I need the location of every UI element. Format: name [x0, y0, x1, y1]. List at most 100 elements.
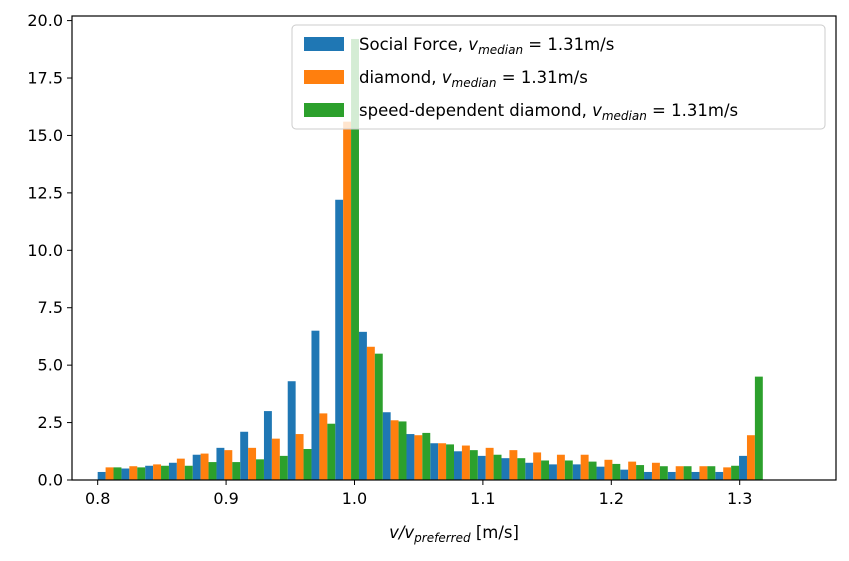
bar-speed-dependent-diamond-17	[517, 458, 526, 480]
bar-speed-dependent-diamond-8	[303, 448, 312, 480]
bar-diamond-3	[176, 458, 185, 480]
bar-social-force-1	[121, 468, 130, 480]
x-axis-label: v/vpreferred [m/s]	[389, 523, 519, 545]
y-tick-label: 17.5	[27, 69, 63, 88]
bar-diamond-7	[271, 438, 280, 480]
bar-diamond-14	[438, 443, 447, 480]
bar-diamond-6	[248, 447, 257, 480]
bar-social-force-0	[97, 471, 106, 480]
bar-speed-dependent-diamond-27	[754, 376, 763, 480]
bar-speed-dependent-diamond-26	[731, 465, 740, 480]
bar-diamond-21	[604, 459, 613, 480]
bar-social-force-7	[263, 411, 272, 480]
bar-social-force-6	[240, 431, 249, 480]
x-tick-label: 1.0	[342, 489, 367, 508]
bar-social-force-23	[644, 471, 652, 480]
bar-speed-dependent-diamond-24	[683, 466, 692, 480]
bar-diamond-8	[295, 434, 304, 480]
bar-social-force-24	[667, 471, 676, 480]
bar-diamond-24	[675, 466, 684, 480]
bar-social-force-14	[430, 443, 439, 480]
bar-speed-dependent-diamond-11	[374, 353, 383, 480]
y-tick-label: 0.0	[38, 471, 63, 490]
bar-speed-dependent-diamond-14	[446, 444, 454, 480]
y-tick-label: 2.5	[38, 413, 63, 432]
bar-diamond-13	[414, 435, 423, 480]
bar-speed-dependent-diamond-13	[422, 432, 431, 480]
bar-social-force-9	[311, 330, 320, 480]
bar-diamond-27	[746, 435, 755, 480]
legend-stat-symbol: v	[442, 68, 452, 87]
bar-diamond-2	[153, 464, 162, 480]
y-tick-label: 20.0	[27, 11, 63, 30]
bar-diamond-4	[200, 453, 209, 480]
bar-diamond-25	[699, 466, 708, 480]
bar-speed-dependent-diamond-3	[184, 465, 193, 480]
bar-diamond-11	[366, 346, 375, 480]
bar-social-force-8	[287, 381, 296, 480]
bar-social-force-22	[620, 469, 629, 480]
bar-speed-dependent-diamond-20	[588, 461, 597, 480]
legend-swatch	[304, 103, 344, 117]
bar-social-force-26	[715, 471, 724, 480]
bar-speed-dependent-diamond-9	[327, 423, 336, 480]
bar-speed-dependent-diamond-25	[707, 466, 716, 480]
bar-diamond-9	[319, 413, 328, 480]
legend-stat-sub: median	[602, 109, 647, 123]
legend-series-name: Social Force,	[359, 35, 468, 54]
bar-social-force-15	[454, 451, 462, 480]
x-tick-label: 1.1	[470, 489, 495, 508]
bar-speed-dependent-diamond-10	[351, 38, 359, 480]
bar-social-force-12	[382, 412, 391, 480]
bar-social-force-25	[691, 471, 700, 480]
bar-speed-dependent-diamond-5	[232, 462, 241, 480]
bar-diamond-23	[651, 462, 660, 480]
y-tick-label: 10.0	[27, 241, 63, 260]
legend-entry-label: speed-dependent diamond, vmedian = 1.31m…	[359, 101, 738, 123]
x-tick-label: 0.8	[85, 489, 110, 508]
x-axis-label-main: v/v	[389, 523, 414, 542]
bar-social-force-2	[145, 465, 154, 480]
bar-speed-dependent-diamond-2	[161, 465, 169, 480]
bar-diamond-15	[461, 445, 470, 480]
x-tick-label: 1.2	[599, 489, 624, 508]
bar-diamond-10	[343, 121, 352, 480]
y-tick-label: 7.5	[38, 298, 63, 317]
legend-stat-sub: median	[452, 76, 497, 90]
plot-frame	[71, 15, 837, 481]
legend-entry-label: Social Force, vmedian = 1.31m/s	[359, 35, 614, 57]
bar-social-force-21	[596, 466, 605, 480]
legend-stat-value: = 1.31m/s	[497, 68, 588, 87]
bar-diamond-1	[129, 466, 138, 480]
bar-social-force-18	[525, 462, 534, 480]
x-axis: 0.8 0.9 1.0 1.1 1.2 1.3	[85, 480, 752, 508]
legend-entry-label: diamond, vmedian = 1.31m/s	[359, 68, 588, 90]
y-tick-label: 15.0	[27, 126, 63, 145]
bar-speed-dependent-diamond-21	[612, 463, 621, 480]
y-tick-label: 12.5	[27, 183, 63, 202]
bar-speed-dependent-diamond-0	[113, 467, 122, 480]
x-axis-label-sub: preferred	[413, 531, 471, 545]
bar-speed-dependent-diamond-16	[493, 454, 502, 480]
bar-diamond-26	[723, 467, 732, 480]
bar-social-force-17	[501, 458, 510, 480]
bar-social-force-10	[335, 199, 344, 480]
bar-speed-dependent-diamond-4	[208, 462, 217, 480]
bar-speed-dependent-diamond-15	[469, 450, 478, 480]
bar-social-force-5	[216, 447, 225, 480]
bar-speed-dependent-diamond-1	[137, 467, 146, 480]
bar-social-force-11	[358, 331, 367, 480]
bar-diamond-19	[556, 454, 565, 480]
bar-diamond-12	[390, 420, 399, 480]
bars-group	[97, 38, 763, 480]
bar-diamond-0	[105, 467, 114, 480]
bar-speed-dependent-diamond-19	[564, 460, 573, 480]
y-axis: 0.0 2.5 5.0 7.5 10.0 12.5 15.0 17.5 20.0	[27, 11, 72, 490]
bar-speed-dependent-diamond-23	[659, 466, 668, 480]
bar-speed-dependent-diamond-18	[541, 460, 550, 480]
legend-swatch	[304, 70, 344, 84]
bar-diamond-17	[509, 450, 518, 480]
x-tick-label: 0.9	[213, 489, 238, 508]
bar-diamond-16	[485, 447, 494, 480]
